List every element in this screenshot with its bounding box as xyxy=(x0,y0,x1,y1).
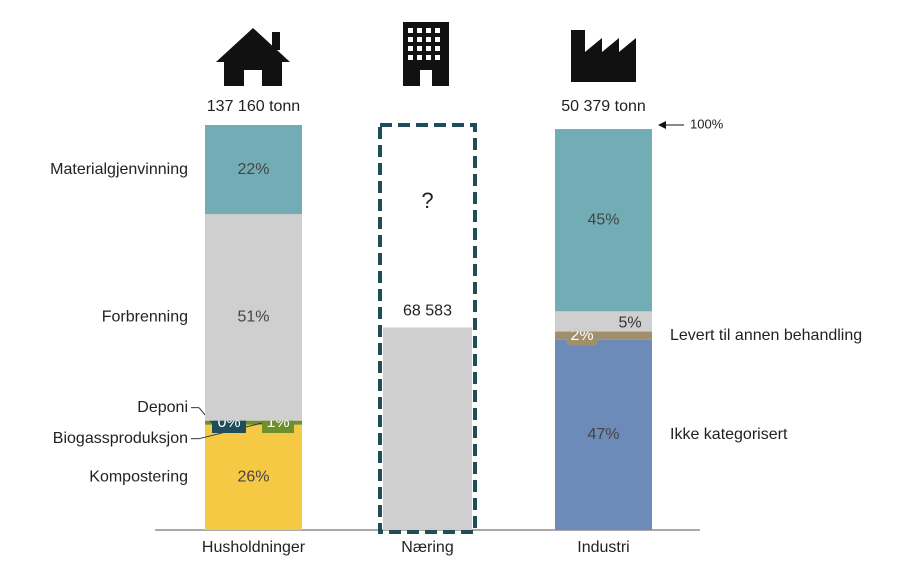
legend-label: Levert til annen behandling xyxy=(670,327,862,344)
value-label: 45% xyxy=(587,211,619,228)
legend-label: Biogassproduksjon xyxy=(53,430,188,447)
bar-segment xyxy=(205,424,302,530)
bar-segment xyxy=(383,327,472,530)
legend-label: Kompostering xyxy=(89,469,188,486)
legend-label: Deponi xyxy=(137,399,188,416)
bar-segment xyxy=(205,420,302,425)
x-tick-label: Næring xyxy=(401,539,453,556)
value-label: 22% xyxy=(237,161,269,178)
bar-segment xyxy=(205,125,302,215)
bar-segment xyxy=(555,339,652,530)
bar-segment xyxy=(205,214,302,421)
legend-label: Forbrenning xyxy=(102,309,188,326)
factory-icon xyxy=(571,30,636,82)
known-label: 68 583 xyxy=(403,303,452,320)
x-tick-label: Industri xyxy=(577,539,629,556)
x-tick-label: Husholdninger xyxy=(202,539,306,556)
building-icon xyxy=(403,22,449,86)
value-label: 5% xyxy=(618,315,641,332)
bar-segment xyxy=(555,311,652,332)
bar-segment xyxy=(555,129,652,312)
unknown-box xyxy=(378,123,477,534)
legend-label: Materialgjenvinning xyxy=(50,161,188,178)
value-label: 51% xyxy=(237,309,269,326)
value-label: 47% xyxy=(587,426,619,443)
bar-segment xyxy=(555,331,652,340)
unknown-label: ? xyxy=(421,188,433,213)
total-label: 137 160 tonn xyxy=(207,98,300,115)
total-label: 50 379 tonn xyxy=(561,98,646,115)
marker-arrowhead xyxy=(658,121,666,129)
value-label: 26% xyxy=(237,469,269,486)
marker-label: 100% xyxy=(690,116,724,131)
legend-label: Ikke kategorisert xyxy=(670,426,788,443)
house-icon xyxy=(216,28,290,86)
